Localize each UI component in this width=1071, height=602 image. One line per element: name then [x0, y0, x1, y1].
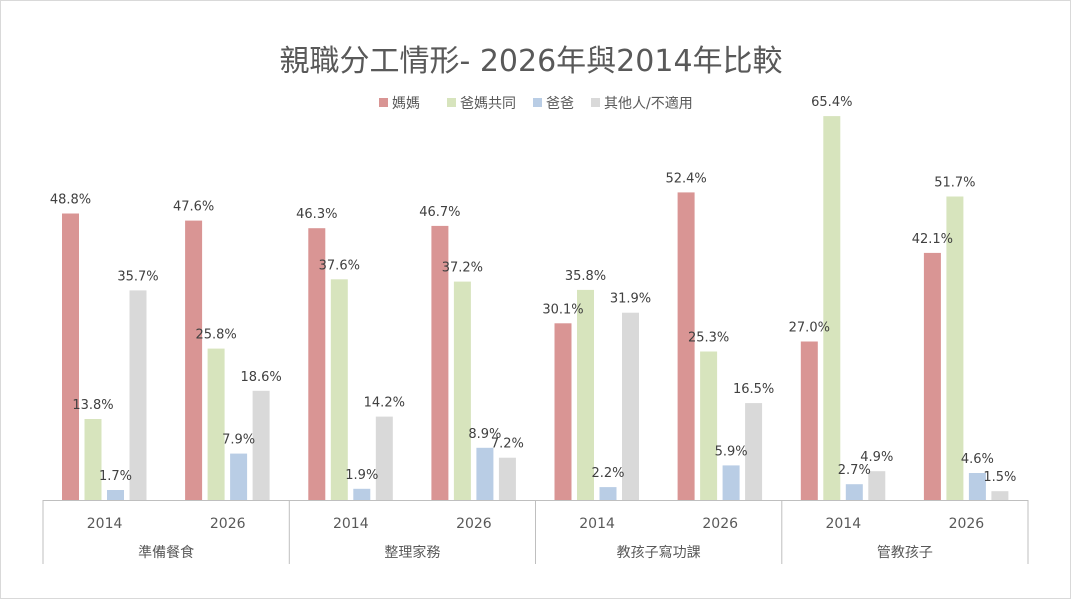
- data-label: 1.7%: [99, 469, 132, 484]
- group-label: 整理家務: [384, 544, 440, 561]
- bar-教孩子寫功課-2026-爸爸: [722, 465, 740, 500]
- bar-整理家務-2014-爸爸: [353, 488, 371, 500]
- year-tick-label: 2026: [702, 516, 738, 532]
- bar-管教孩子-2014-媽媽: [800, 341, 818, 500]
- data-label: 4.9%: [860, 450, 893, 465]
- bar-管教孩子-2026-媽媽: [923, 252, 941, 500]
- data-label: 46.7%: [419, 205, 460, 220]
- bar-整理家務-2026-爸爸: [476, 447, 494, 500]
- bar-準備餐食-2026-媽媽: [185, 220, 203, 500]
- bar-管教孩子-2014-其他人/不適用: [868, 471, 886, 500]
- bar-準備餐食-2014-媽媽: [62, 213, 79, 500]
- data-labels-layer: 48.8% 13.8% 1.7% 35.7% 47.6% 25.8% 7.9% 18.6% 46…: [50, 95, 1017, 485]
- bar-整理家務-2026-其他人/不適用: [498, 457, 516, 500]
- bar-整理家務-2014-媽媽: [308, 228, 326, 500]
- data-label: 7.9%: [222, 433, 255, 448]
- data-label: 31.9%: [610, 292, 651, 307]
- data-label: 65.4%: [811, 95, 852, 110]
- data-label: 2.7%: [838, 463, 871, 478]
- bar-教孩子寫功課-2026-媽媽: [677, 192, 695, 500]
- group-label: 準備餐食: [138, 544, 194, 561]
- group-label: 教孩子寫功課: [617, 544, 701, 561]
- bar-管教孩子-2014-爸媽共同: [823, 116, 841, 500]
- data-label: 2.2%: [591, 466, 624, 481]
- data-label: 30.1%: [542, 302, 583, 317]
- legend-swatch-1: [379, 98, 388, 107]
- data-label: 46.3%: [296, 207, 337, 222]
- data-label: 14.2%: [364, 396, 405, 411]
- bar-管教孩子-2014-爸爸: [845, 484, 863, 500]
- year-tick-label: 2026: [949, 516, 985, 532]
- bar-整理家務-2026-爸媽共同: [453, 281, 471, 500]
- bar-管教孩子-2026-其他人/不適用: [991, 491, 1009, 500]
- data-label: 16.5%: [733, 382, 774, 397]
- year-tick-label: 2014: [87, 516, 123, 532]
- data-label: 51.7%: [934, 176, 975, 191]
- data-label: 1.5%: [983, 470, 1016, 485]
- chart-title: 親職分工情形- 2026年與2014年比較: [279, 44, 782, 79]
- data-label: 37.2%: [442, 261, 483, 276]
- year-tick-label: 2026: [456, 516, 492, 532]
- bar-整理家務-2014-其他人/不適用: [375, 416, 393, 500]
- year-tick-label: 2014: [333, 516, 369, 532]
- bar-整理家務-2026-媽媽: [431, 225, 449, 500]
- bar-準備餐食-2026-爸爸: [230, 453, 248, 500]
- group-label: 管教孩子: [877, 545, 933, 561]
- data-label: 35.8%: [565, 269, 606, 284]
- bar-管教孩子-2026-爸媽共同: [946, 196, 964, 500]
- legend-label-2: 爸媽共同: [460, 96, 516, 112]
- x-axis: 2014 2026 2014 2026 2014 2026 2014 2026 準備餐食 整理家務…: [42, 500, 1029, 564]
- bar-準備餐食-2014-爸媽共同: [84, 419, 102, 500]
- data-label: 18.6%: [240, 370, 281, 385]
- data-label: 27.0%: [789, 321, 830, 336]
- bar-教孩子寫功課-2026-爸媽共同: [700, 351, 718, 500]
- data-label: 8.9%: [468, 427, 501, 442]
- legend-swatch-2: [447, 98, 456, 107]
- year-tick-label: 2014: [579, 516, 615, 532]
- legend-swatch-3: [533, 98, 542, 107]
- legend-label-4: 其他人/不適用: [604, 95, 693, 112]
- data-label: 7.2%: [491, 437, 524, 452]
- bar-教孩子寫功課-2014-其他人/不適用: [622, 312, 639, 500]
- data-label: 42.1%: [912, 232, 953, 247]
- year-tick-label: 2014: [825, 516, 861, 532]
- bar-教孩子寫功課-2014-爸媽共同: [577, 289, 594, 500]
- legend-label-1: 媽媽: [392, 96, 420, 112]
- data-label: 4.6%: [961, 452, 994, 467]
- data-label: 52.4%: [665, 171, 706, 186]
- bar-管教孩子-2026-爸爸: [968, 473, 986, 500]
- data-label: 47.6%: [173, 200, 214, 215]
- bar-準備餐食-2014-其他人/不適用: [129, 290, 147, 500]
- legend-label-3: 爸爸: [546, 96, 574, 112]
- legend-swatch-4: [591, 98, 600, 107]
- bars-layer: [62, 116, 1009, 500]
- data-label: 25.8%: [195, 328, 236, 343]
- bar-教孩子寫功課-2026-其他人/不適用: [745, 403, 763, 500]
- year-tick-label: 2026: [210, 516, 246, 532]
- bar-準備餐食-2026-其他人/不適用: [252, 390, 270, 500]
- bar-準備餐食-2014-爸爸: [107, 490, 124, 500]
- data-label: 25.3%: [688, 331, 729, 346]
- data-label: 5.9%: [715, 444, 748, 459]
- data-label: 37.6%: [319, 258, 360, 273]
- bar-教孩子寫功課-2014-媽媽: [554, 323, 572, 500]
- legend: 媽媽 爸媽共同 爸爸 其他人/不適用: [379, 95, 693, 112]
- bar-整理家務-2014-爸媽共同: [330, 279, 348, 500]
- bar-教孩子寫功課-2014-爸爸: [599, 487, 617, 500]
- bar-準備餐食-2026-爸媽共同: [207, 348, 225, 500]
- data-label: 1.9%: [345, 468, 378, 483]
- data-label: 13.8%: [72, 398, 113, 413]
- data-label: 35.7%: [117, 269, 158, 284]
- data-label: 48.8%: [50, 193, 91, 208]
